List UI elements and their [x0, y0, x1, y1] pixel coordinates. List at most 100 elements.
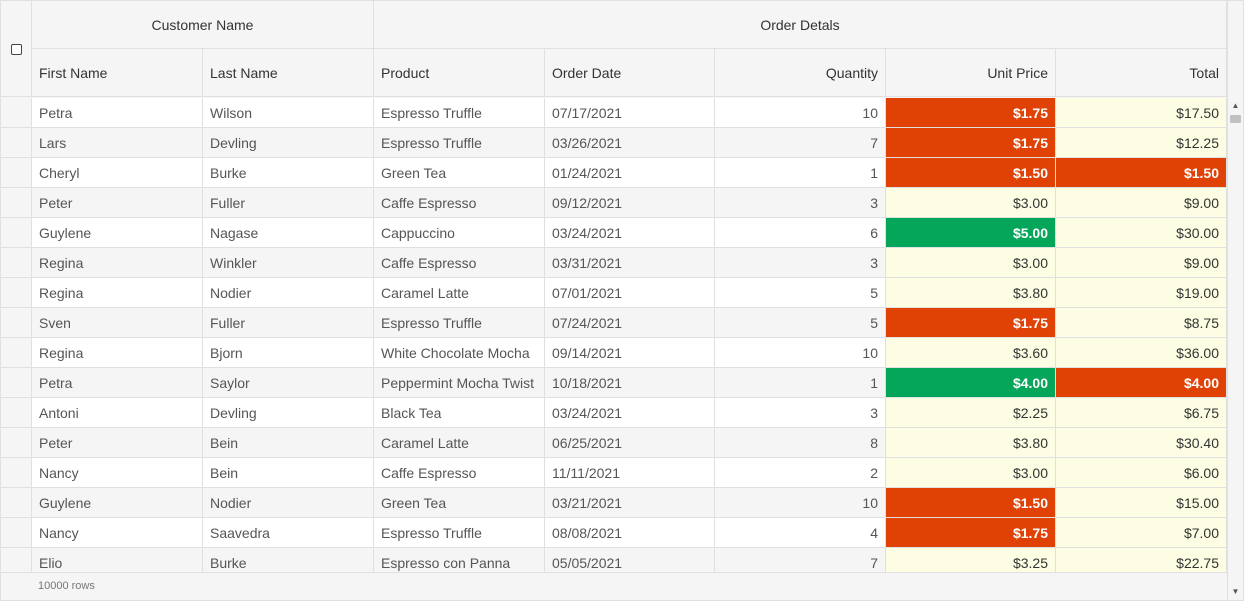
cell-quantity[interactable]: 7 — [715, 548, 886, 572]
table-row[interactable]: Regina Nodier Caramel Latte 07/01/2021 5 $3.8… — [1, 278, 1227, 308]
cell-product[interactable]: Caffe Espresso — [374, 248, 545, 278]
cell-quantity[interactable]: 6 — [715, 218, 886, 248]
table-row[interactable]: Nancy Saavedra Espresso Truffle 08/08/2021 4… — [1, 518, 1227, 548]
cell-last-name[interactable]: Devling — [203, 398, 374, 428]
cell-total[interactable]: $4.00 — [1056, 368, 1227, 398]
cell-last-name[interactable]: Bein — [203, 458, 374, 488]
cell-unit-price[interactable]: $3.80 — [886, 428, 1056, 458]
cell-unit-price[interactable]: $1.75 — [886, 98, 1056, 128]
cell-first-name[interactable]: Nancy — [32, 458, 203, 488]
cell-last-name[interactable]: Devling — [203, 128, 374, 158]
cell-total[interactable]: $19.00 — [1056, 278, 1227, 308]
cell-product[interactable]: White Chocolate Mocha — [374, 338, 545, 368]
table-row[interactable]: Antoni Devling Black Tea 03/24/2021 3 $2.25 $6… — [1, 398, 1227, 428]
cell-unit-price[interactable]: $3.25 — [886, 548, 1056, 572]
cell-quantity[interactable]: 3 — [715, 188, 886, 218]
cell-total[interactable]: $22.75 — [1056, 548, 1227, 572]
cell-unit-price[interactable]: $3.00 — [886, 248, 1056, 278]
row-selector-cell[interactable] — [1, 98, 32, 128]
cell-total[interactable]: $30.40 — [1056, 428, 1227, 458]
cell-first-name[interactable]: Peter — [32, 188, 203, 218]
cell-first-name[interactable]: Guylene — [32, 488, 203, 518]
row-selector-cell[interactable] — [1, 278, 32, 308]
cell-quantity[interactable]: 10 — [715, 338, 886, 368]
cell-product[interactable]: Caffe Espresso — [374, 188, 545, 218]
cell-total[interactable]: $1.50 — [1056, 158, 1227, 188]
cell-unit-price[interactable]: $3.00 — [886, 458, 1056, 488]
table-row[interactable]: Petra Wilson Espresso Truffle 07/17/2021 10 $… — [1, 98, 1227, 128]
cell-first-name[interactable]: Sven — [32, 308, 203, 338]
cell-product[interactable]: Black Tea — [374, 398, 545, 428]
table-row[interactable]: Peter Fuller Caffe Espresso 09/12/2021 3 $3.0… — [1, 188, 1227, 218]
cell-last-name[interactable]: Wilson — [203, 98, 374, 128]
cell-product[interactable]: Espresso Truffle — [374, 98, 545, 128]
cell-product[interactable]: Peppermint Mocha Twist — [374, 368, 545, 398]
scrollbar-thumb[interactable] — [1230, 115, 1241, 123]
cell-last-name[interactable]: Nagase — [203, 218, 374, 248]
cell-unit-price[interactable]: $1.75 — [886, 128, 1056, 158]
cell-first-name[interactable]: Cheryl — [32, 158, 203, 188]
cell-unit-price[interactable]: $1.75 — [886, 518, 1056, 548]
row-selector-cell[interactable] — [1, 488, 32, 518]
cell-first-name[interactable]: Regina — [32, 338, 203, 368]
cell-quantity[interactable]: 3 — [715, 248, 886, 278]
cell-product[interactable]: Espresso Truffle — [374, 128, 545, 158]
cell-product[interactable]: Caffe Espresso — [374, 458, 545, 488]
cell-order-date[interactable]: 03/24/2021 — [545, 218, 715, 248]
cell-product[interactable]: Espresso Truffle — [374, 518, 545, 548]
row-selector-cell[interactable] — [1, 218, 32, 248]
cell-total[interactable]: $7.00 — [1056, 518, 1227, 548]
cell-total[interactable]: $8.75 — [1056, 308, 1227, 338]
cell-last-name[interactable]: Bjorn — [203, 338, 374, 368]
row-selector-cell[interactable] — [1, 188, 32, 218]
cell-first-name[interactable]: Petra — [32, 98, 203, 128]
cell-order-date[interactable]: 03/31/2021 — [545, 248, 715, 278]
table-row[interactable]: Regina Bjorn White Chocolate Mocha 09/14/20… — [1, 338, 1227, 368]
cell-first-name[interactable]: Nancy — [32, 518, 203, 548]
cell-first-name[interactable]: Elio — [32, 548, 203, 572]
cell-total[interactable]: $9.00 — [1056, 248, 1227, 278]
cell-last-name[interactable]: Nodier — [203, 488, 374, 518]
cell-quantity[interactable]: 3 — [715, 398, 886, 428]
cell-unit-price[interactable]: $4.00 — [886, 368, 1056, 398]
row-selector-cell[interactable] — [1, 518, 32, 548]
row-selector-cell[interactable] — [1, 338, 32, 368]
table-row[interactable]: Guylene Nagase Cappuccino 03/24/2021 6 $5.00 $… — [1, 218, 1227, 248]
cell-last-name[interactable]: Saylor — [203, 368, 374, 398]
table-row[interactable]: Elio Burke Espresso con Panna 05/05/2021 7 $3… — [1, 548, 1227, 572]
column-header-total[interactable]: Total — [1056, 49, 1227, 97]
cell-last-name[interactable]: Burke — [203, 158, 374, 188]
cell-order-date[interactable]: 07/01/2021 — [545, 278, 715, 308]
row-selector-cell[interactable] — [1, 158, 32, 188]
select-all-checkbox[interactable] — [11, 44, 22, 55]
cell-product[interactable]: Cappuccino — [374, 218, 545, 248]
cell-quantity[interactable]: 1 — [715, 368, 886, 398]
cell-quantity[interactable]: 2 — [715, 458, 886, 488]
cell-product[interactable]: Espresso con Panna — [374, 548, 545, 572]
cell-unit-price[interactable]: $2.25 — [886, 398, 1056, 428]
table-row[interactable]: Guylene Nodier Green Tea 03/21/2021 10 $1.50 $… — [1, 488, 1227, 518]
cell-order-date[interactable]: 03/24/2021 — [545, 398, 715, 428]
cell-total[interactable]: $30.00 — [1056, 218, 1227, 248]
table-row[interactable]: Nancy Bein Caffe Espresso 11/11/2021 2 $3.00 $… — [1, 458, 1227, 488]
row-selector-cell[interactable] — [1, 548, 32, 572]
cell-total[interactable]: $9.00 — [1056, 188, 1227, 218]
cell-total[interactable]: $6.75 — [1056, 398, 1227, 428]
table-row[interactable]: Cheryl Burke Green Tea 01/24/2021 1 $1.50 $1.5… — [1, 158, 1227, 188]
group-header-customer-name[interactable]: Customer Name — [32, 1, 374, 49]
cell-unit-price[interactable]: $3.80 — [886, 278, 1056, 308]
cell-last-name[interactable]: Fuller — [203, 188, 374, 218]
cell-product[interactable]: Caramel Latte — [374, 428, 545, 458]
row-selector-cell[interactable] — [1, 248, 32, 278]
cell-last-name[interactable]: Fuller — [203, 308, 374, 338]
cell-quantity[interactable]: 5 — [715, 308, 886, 338]
cell-order-date[interactable]: 09/14/2021 — [545, 338, 715, 368]
cell-total[interactable]: $15.00 — [1056, 488, 1227, 518]
column-header-first-name[interactable]: First Name — [32, 49, 203, 97]
cell-unit-price[interactable]: $3.00 — [886, 188, 1056, 218]
table-row[interactable]: Lars Devling Espresso Truffle 03/26/2021 7 $1… — [1, 128, 1227, 158]
column-header-quantity[interactable]: Quantity — [715, 49, 886, 97]
cell-first-name[interactable]: Regina — [32, 248, 203, 278]
cell-order-date[interactable]: 09/12/2021 — [545, 188, 715, 218]
group-header-order-details[interactable]: Order Detals — [374, 1, 1227, 49]
